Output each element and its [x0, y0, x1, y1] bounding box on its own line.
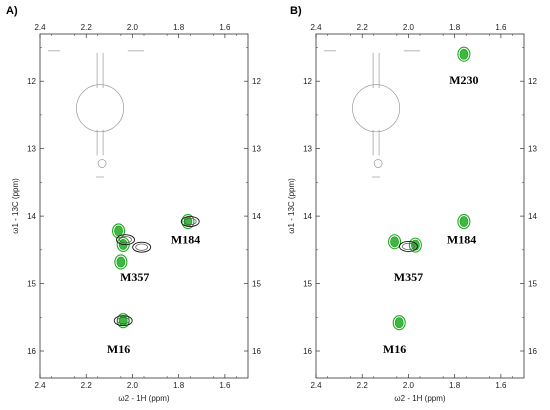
- peak-black: [116, 234, 135, 246]
- y-tick-label-left: 15: [303, 280, 312, 289]
- x-tick-label-bottom: 2.2: [81, 381, 93, 390]
- y-tick-label-left: 13: [303, 145, 312, 154]
- peak-black: [113, 315, 133, 327]
- x-tick-label-bottom: 1.6: [495, 381, 507, 390]
- y-axis-label: ω1 - 13C (ppm): [287, 178, 296, 234]
- x-tick-label-bottom: 2.2: [357, 381, 369, 390]
- x-tick-label-top: 1.6: [495, 23, 507, 32]
- y-tick-label-left: 14: [303, 212, 312, 221]
- y-tick-label-right: 12: [252, 77, 261, 86]
- peak-black: [398, 241, 418, 252]
- y-tick-label-left: 13: [27, 145, 36, 154]
- x-tick-label-bottom: 2.4: [310, 381, 322, 390]
- y-tick-label-right: 12: [528, 77, 537, 86]
- plot-frame: [315, 33, 525, 379]
- panel-a: A) 2.4 2.4 2.2 2.2 2.0 2.0 1.8 1.8 1.6 1.6 12 12 13 13…: [6, 5, 261, 403]
- x-tick-label-top: 2.0: [127, 23, 139, 32]
- x-tick-label-bottom: 1.8: [173, 381, 185, 390]
- peak-green: [457, 46, 471, 62]
- x-tick-label-bottom: 1.6: [219, 381, 231, 390]
- y-tick-label-right: 16: [252, 347, 261, 356]
- y-tick-label-right: 16: [528, 347, 537, 356]
- y-tick-label-right: 15: [252, 280, 261, 289]
- projection-trace: [324, 50, 420, 178]
- peak-label-m16: M16: [107, 342, 130, 356]
- peak-green: [114, 254, 128, 270]
- y-tick-label-left: 15: [27, 280, 36, 289]
- y-tick-label-right: 15: [528, 280, 537, 289]
- y-tick-label-right: 13: [252, 145, 261, 154]
- x-tick-label-top: 2.4: [310, 23, 322, 32]
- y-tick-label-right: 14: [252, 212, 261, 221]
- x-tick-label-top: 1.8: [449, 23, 461, 32]
- y-tick-label-left: 16: [27, 347, 36, 356]
- peak-green: [388, 234, 402, 250]
- x-tick-label-top: 2.4: [34, 23, 46, 32]
- x-tick-label-top: 1.6: [219, 23, 231, 32]
- x-tick-label-bottom: 2.0: [127, 381, 139, 390]
- y-tick-label-right: 13: [528, 145, 537, 154]
- peak-green: [112, 223, 126, 239]
- peak-label-m16: M16: [383, 342, 406, 356]
- x-tick-label-top: 2.0: [403, 23, 415, 32]
- y-tick-label-right: 14: [528, 212, 537, 221]
- y-tick-label-left: 14: [27, 212, 36, 221]
- projection-trace: [48, 50, 144, 178]
- peak-label-m184: M184: [171, 233, 200, 247]
- plot-frame: [39, 33, 249, 379]
- x-tick-label-bottom: 2.0: [403, 381, 415, 390]
- x-tick-label-top: 2.2: [81, 23, 93, 32]
- x-tick-label-bottom: 2.4: [34, 381, 46, 390]
- panel-b: B) 2.4 2.4 2.2 2.2 2.0 2.0 1.8 1.8 1.6 1.6 12 12 13 13…: [287, 5, 537, 403]
- y-tick-label-left: 12: [27, 77, 36, 86]
- y-axis-label: ω1 - 13C (ppm): [11, 178, 20, 234]
- x-tick-label-bottom: 1.8: [449, 381, 461, 390]
- x-axis-label: ω2 - 1H (ppm): [118, 394, 169, 403]
- y-tick-label-left: 12: [303, 77, 312, 86]
- panel-label: B): [290, 5, 302, 17]
- panel-label: A): [6, 5, 18, 17]
- peak-black: [180, 216, 200, 227]
- peak-label-m184: M184: [447, 233, 476, 247]
- peak-black: [132, 241, 152, 253]
- peak-green: [457, 213, 471, 230]
- peak-label-m357: M357: [394, 270, 423, 284]
- y-tick-label-left: 16: [303, 347, 312, 356]
- x-axis-label: ω2 - 1H (ppm): [394, 394, 445, 403]
- peak-label-m357: M357: [120, 270, 149, 284]
- peak-green: [392, 315, 406, 331]
- x-tick-label-top: 1.8: [173, 23, 185, 32]
- peak-label-m230: M230: [449, 73, 478, 87]
- x-tick-label-top: 2.2: [357, 23, 369, 32]
